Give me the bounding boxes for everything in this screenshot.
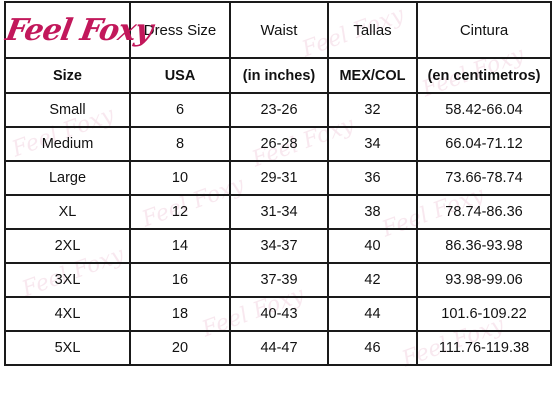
waist-inches-cell: 34-37 — [229, 228, 329, 264]
size-cell: 5XL — [4, 330, 131, 366]
header-row-1: Feel Foxy Dress Size Waist Tallas Cintur… — [3, 1, 552, 59]
mex-col-cell: 44 — [327, 296, 418, 332]
size-cell: 3XL — [4, 262, 131, 298]
size-cell: Small — [4, 92, 131, 128]
mex-col-cell: 46 — [327, 330, 418, 366]
header-cell: Tallas — [327, 1, 418, 59]
table-row: XL 12 31-34 38 78.74-86.36 — [4, 194, 552, 230]
usa-cell: 10 — [129, 160, 231, 196]
waist-cm-cell: 66.04-71.12 — [416, 126, 552, 162]
size-cell: 4XL — [4, 296, 131, 332]
size-cell: XL — [4, 194, 131, 230]
table-row: 4XL 18 40-43 44 101.6-109.22 — [4, 296, 552, 332]
table-row: 2XL 14 34-37 40 86.36-93.98 — [4, 228, 552, 264]
waist-inches-cell: 40-43 — [229, 296, 329, 332]
usa-cell: 12 — [129, 194, 231, 230]
waist-inches-cell: 29-31 — [229, 160, 329, 196]
waist-cm-cell: 101.6-109.22 — [416, 296, 552, 332]
usa-cell: 6 — [129, 92, 231, 128]
waist-inches-cell: 26-28 — [229, 126, 329, 162]
usa-cell: 18 — [129, 296, 231, 332]
table-row: Large 10 29-31 36 73.66-78.74 — [4, 160, 552, 196]
header-cell: Dress Size — [129, 1, 231, 59]
waist-cm-cell: 111.76-119.38 — [416, 330, 552, 366]
mex-col-cell: 42 — [327, 262, 418, 298]
waist-inches-cell: 37-39 — [229, 262, 329, 298]
size-chart-table: Feel Foxy Dress Size Waist Tallas Cintur… — [3, 1, 552, 366]
waist-inches-cell: 44-47 — [229, 330, 329, 366]
mex-col-cell: 38 — [327, 194, 418, 230]
waist-cm-cell: 78.74-86.36 — [416, 194, 552, 230]
table-row: 5XL 20 44-47 46 111.76-119.38 — [4, 330, 552, 366]
waist-cm-cell: 93.98-99.06 — [416, 262, 552, 298]
header-cell: (en centimetros) — [416, 57, 552, 94]
size-cell: Large — [4, 160, 131, 196]
table-row: Medium 8 26-28 34 66.04-71.12 — [4, 126, 552, 162]
mex-col-cell: 32 — [327, 92, 418, 128]
waist-inches-cell: 31-34 — [229, 194, 329, 230]
mex-col-cell: 36 — [327, 160, 418, 196]
usa-cell: 8 — [129, 126, 231, 162]
waist-cm-cell: 86.36-93.98 — [416, 228, 552, 264]
header-cell: MEX/COL — [327, 57, 418, 94]
usa-cell: 20 — [129, 330, 231, 366]
usa-cell: 14 — [129, 228, 231, 264]
usa-cell: 16 — [129, 262, 231, 298]
size-cell: Medium — [4, 126, 131, 162]
size-cell: 2XL — [4, 228, 131, 264]
waist-cm-cell: 73.66-78.74 — [416, 160, 552, 196]
header-cell: Waist — [229, 1, 329, 59]
header-cell: Cintura — [416, 1, 552, 59]
table-row: 3XL 16 37-39 42 93.98-99.06 — [4, 262, 552, 298]
mex-col-cell: 40 — [327, 228, 418, 264]
brand-logo: Feel Foxy — [2, 12, 155, 48]
table-row: Small 6 23-26 32 58.42-66.04 — [4, 92, 552, 128]
mex-col-cell: 34 — [327, 126, 418, 162]
header-row-2: Size USA (in inches) MEX/COL (en centime… — [4, 57, 552, 94]
header-cell: Size — [4, 57, 131, 94]
header-cell: USA — [129, 57, 231, 94]
header-cell: (in inches) — [229, 57, 329, 94]
waist-inches-cell: 23-26 — [229, 92, 329, 128]
logo-cell: Feel Foxy — [3, 1, 155, 59]
waist-cm-cell: 58.42-66.04 — [416, 92, 552, 128]
